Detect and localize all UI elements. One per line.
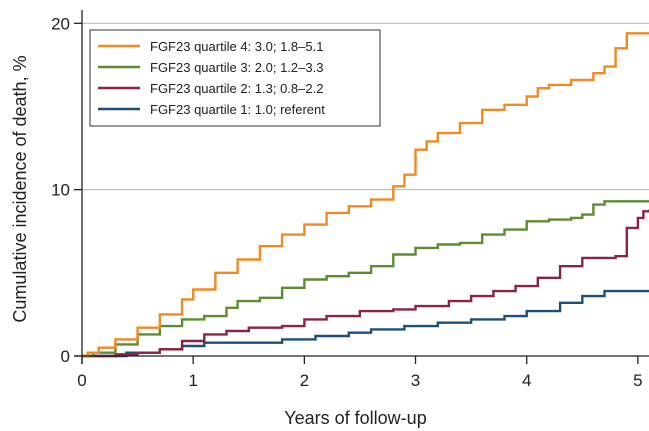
grid-layer [82,22,649,191]
legend-label: FGF23 quartile 4: 3.0; 1.8–5.1 [150,39,323,54]
x-tick-label: 3 [411,371,420,390]
x-tick-label: 2 [300,371,309,390]
x-tick-label: 1 [188,371,197,390]
x-tick-label: 0 [77,371,86,390]
legend-label: FGF23 quartile 2: 1.3; 0.8–2.2 [150,81,323,96]
series-line-3 [82,209,649,358]
series-line-1 [82,32,649,358]
y-tick-label: 10 [51,181,70,200]
series-line-2 [82,200,649,358]
y-tick-label: 20 [51,14,70,33]
axis-layer: 0 10 20 0 1 2 3 4 5 [51,10,649,390]
legend: FGF23 quartile 4: 3.0; 1.8–5.1 FGF23 quar… [89,29,381,127]
series-layer [82,32,649,358]
legend-label: FGF23 quartile 3: 2.0; 1.2–3.3 [150,60,323,75]
series-line-4 [82,289,649,358]
x-tick-label: 4 [522,371,531,390]
y-axis-title: Cumulative incidence of death, % [10,55,30,322]
x-tick-label: 5 [633,371,642,390]
x-axis-title: Years of follow-up [284,408,426,428]
y-tick-label: 0 [61,347,70,366]
legend-label: FGF23 quartile 1: 1.0; referent [150,102,325,117]
